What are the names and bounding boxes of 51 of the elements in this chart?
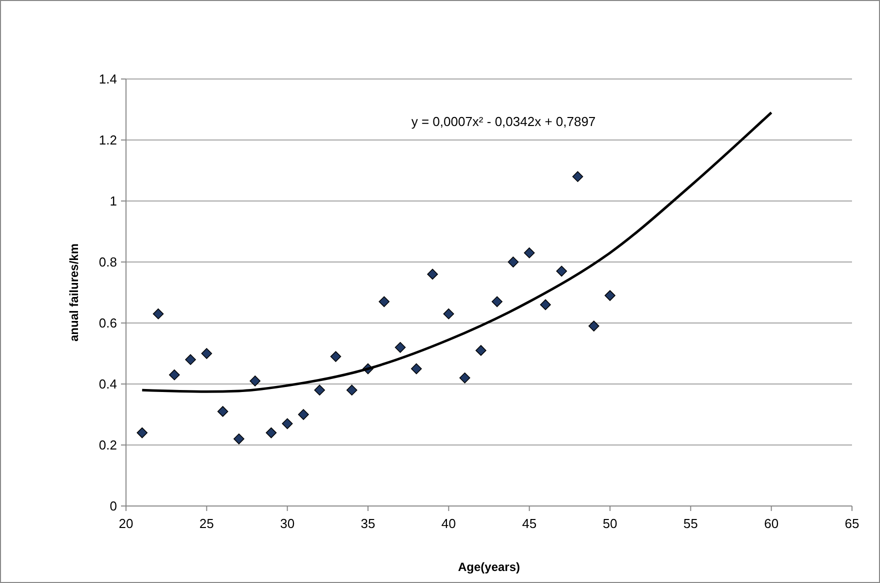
x-tick-label: 50 bbox=[602, 516, 618, 531]
point bbox=[394, 342, 406, 353]
point bbox=[604, 290, 616, 301]
x-tick-label: 45 bbox=[522, 516, 537, 531]
x-tick-label: 25 bbox=[199, 516, 214, 531]
point bbox=[169, 369, 180, 380]
point bbox=[524, 247, 535, 258]
x-tick-label: 40 bbox=[441, 516, 456, 531]
y-tick-label: 1.4 bbox=[98, 72, 117, 87]
point bbox=[346, 384, 358, 396]
y-tick-label: 0.4 bbox=[98, 376, 117, 392]
y-tick-label: 0.6 bbox=[98, 316, 117, 331]
point bbox=[508, 256, 519, 268]
point bbox=[185, 354, 196, 365]
point bbox=[217, 406, 228, 417]
x-axis-title: Age(years) bbox=[458, 560, 520, 574]
point bbox=[282, 418, 293, 430]
line-series bbox=[140, 111, 773, 393]
point bbox=[443, 308, 454, 320]
point bbox=[572, 171, 584, 182]
x-tick-label: 55 bbox=[683, 516, 698, 531]
point bbox=[459, 372, 470, 384]
annotation: y = 0,0007x² - 0,0342x + 0,7897 bbox=[411, 114, 596, 129]
x-tick-label: 35 bbox=[360, 516, 376, 531]
point bbox=[411, 363, 422, 374]
point bbox=[136, 427, 148, 438]
point bbox=[152, 308, 164, 320]
y-tick-label: 1.2 bbox=[98, 132, 117, 148]
x-tick-label: 30 bbox=[280, 516, 295, 531]
x-tick-label: 60 bbox=[764, 516, 779, 531]
x-tick-label: 20 bbox=[118, 516, 134, 531]
point bbox=[298, 409, 309, 420]
point bbox=[314, 384, 325, 396]
point bbox=[266, 427, 277, 438]
y-tick-label: 0 bbox=[110, 498, 117, 514]
point bbox=[588, 320, 600, 332]
point bbox=[556, 266, 567, 277]
point bbox=[378, 296, 390, 308]
point bbox=[330, 351, 342, 362]
y-axis-title: anual failures/km bbox=[67, 243, 81, 342]
x-tick-label: 65 bbox=[844, 516, 860, 531]
point bbox=[201, 348, 212, 359]
y-tick-label: 1 bbox=[110, 194, 117, 209]
point bbox=[250, 376, 260, 386]
y-tick-label: 0.2 bbox=[98, 438, 117, 453]
point bbox=[234, 434, 244, 444]
y-tick-label: 0.8 bbox=[98, 254, 117, 270]
point bbox=[476, 345, 486, 356]
point bbox=[540, 299, 551, 310]
point bbox=[427, 268, 438, 280]
point bbox=[492, 296, 502, 308]
